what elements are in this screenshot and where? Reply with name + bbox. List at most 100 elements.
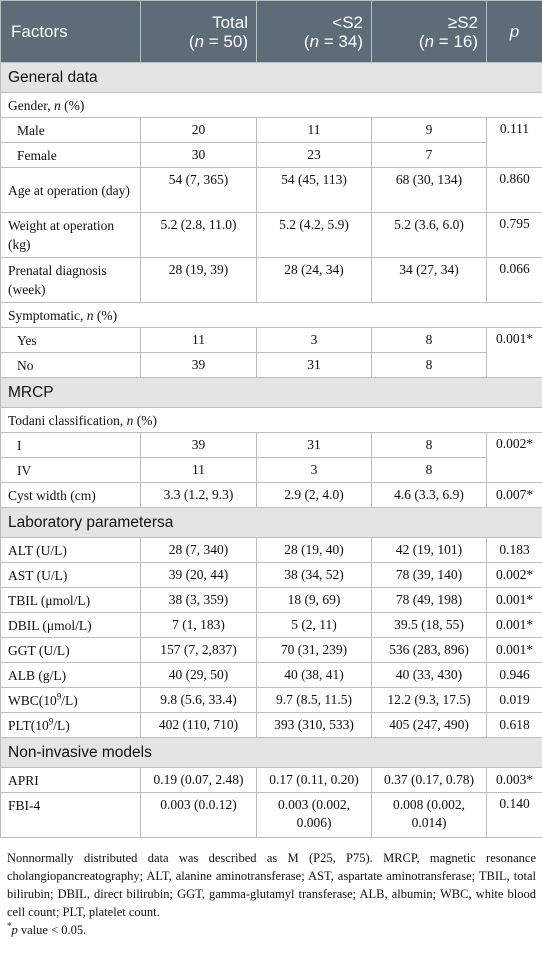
cell-p: 0.111 [486, 117, 542, 168]
table-row: GGT (U/L) 157 (7, 2,837) 70 (31, 239) 53… [0, 637, 542, 663]
header-p-value: p [486, 0, 542, 63]
header-ge-s2: ≥S2 (n = 16) [371, 0, 487, 63]
section-row: MRCP [0, 377, 542, 408]
table-row: Cyst width (cm) 3.3 (1.2, 9.3) 2.9 (2, 4… [0, 482, 542, 508]
row-label: GGT (U/L) [0, 637, 141, 663]
cell-p: 0.001* [486, 587, 542, 613]
section-laboratory: Laboratory parametersa [0, 507, 542, 538]
table-row: Todani classification, n (%) [0, 407, 542, 433]
table-row: IV 11 3 8 [0, 457, 542, 483]
table-row: Gender, n (%) [0, 92, 542, 118]
section-row: General data [0, 62, 542, 93]
cell-total: 3.3 (1.2, 9.3) [140, 482, 257, 508]
cell-total: 0.19 (0.07, 2.48) [140, 767, 257, 793]
cell-ge-s2: 536 (283, 896) [371, 637, 487, 663]
table-row: ALT (U/L) 28 (7, 340) 28 (19, 40) 42 (19… [0, 537, 542, 563]
cell-total: 9.8 (5.6, 33.4) [140, 687, 257, 713]
cell-ge-s2: 5.2 (3.6, 6.0) [371, 212, 487, 258]
row-label: APRI [0, 767, 141, 793]
significance-note: *p value < 0.05. [7, 920, 87, 937]
cell-p: 0.007* [486, 482, 542, 508]
cell-ge-s2: 8 [371, 327, 487, 353]
table-row: Male 20 11 9 0.111 [0, 117, 542, 168]
cell-ge-s2: 0.008 (0.002, 0.014) [371, 792, 487, 838]
cell-total: 7 (1, 183) [140, 612, 257, 638]
cell-p: 0.001* [486, 637, 542, 663]
row-label: Female [0, 142, 141, 168]
table-row: Symptomatic, n (%) [0, 302, 542, 328]
row-label: Cyst width (cm) [0, 482, 141, 508]
row-label: Prenatal diagnosis (week) [0, 257, 141, 303]
table-row: FBI-4 0.003 (0.0.12) 0.003 (0.002, 0.006… [0, 792, 542, 838]
cell-p: 0.019 [486, 687, 542, 713]
cell-lt-s2: 3 [256, 457, 372, 483]
cell-p: 0.946 [486, 662, 542, 688]
cell-total: 39 (20, 44) [140, 562, 257, 588]
cell-total: 28 (19, 39) [140, 257, 257, 303]
row-label: DBIL (μmol/L) [0, 612, 141, 638]
cell-total: 402 (110, 710) [140, 712, 257, 738]
table-row: APRI 0.19 (0.07, 2.48) 0.17 (0.11, 0.20)… [0, 767, 542, 793]
header-less-than-s2: <S2 (n = 34) [256, 0, 372, 63]
cell-total: 5.2 (2.8, 11.0) [140, 212, 257, 258]
cell-total: 20 [140, 117, 257, 143]
row-label-plt: PLT(109/L) [0, 712, 141, 738]
row-label: IV [0, 457, 141, 483]
cell-lt-s2: 28 (24, 34) [256, 257, 372, 303]
cell-total: 39 [140, 432, 257, 458]
header-row: Factors Total (n = 50) <S2 (n = 34) ≥S2 (n … [0, 0, 542, 63]
cell-p: 0.002* [486, 562, 542, 588]
table-row: TBIL (μmol/L) 38 (3, 359) 18 (9, 69) 78 … [0, 587, 542, 613]
row-label: ALT (U/L) [0, 537, 141, 563]
cell-lt-s2: 9.7 (8.5, 11.5) [256, 687, 372, 713]
row-label: I [0, 432, 141, 458]
cell-ge-s2: 78 (39, 140) [371, 562, 487, 588]
cell-ge-s2: 0.37 (0.17, 0.78) [371, 767, 487, 793]
cell-total: 11 [140, 327, 257, 353]
cell-ge-s2: 4.6 (3.3, 6.9) [371, 482, 487, 508]
table-row: Prenatal diagnosis (week) 28 (19, 39) 28… [0, 257, 542, 303]
cell-ge-s2: 42 (19, 101) [371, 537, 487, 563]
cell-ge-s2: 40 (33, 430) [371, 662, 487, 688]
section-mrcp: MRCP [0, 377, 542, 408]
cell-lt-s2: 70 (31, 239) [256, 637, 372, 663]
table-footnotes: Nonnormally distributed data was describ… [7, 849, 536, 939]
cell-total: 38 (3, 359) [140, 587, 257, 613]
cell-total: 39 [140, 352, 257, 378]
cell-p: 0.001* [486, 327, 542, 378]
cell-ge-s2: 8 [371, 352, 487, 378]
table-row: I 39 31 8 0.002* [0, 432, 542, 483]
cell-lt-s2: 2.9 (2, 4.0) [256, 482, 372, 508]
cell-ge-s2: 78 (49, 198) [371, 587, 487, 613]
table-row: Weight at operation (kg) 5.2 (2.8, 11.0)… [0, 212, 542, 258]
table-row: PLT(109/L) 402 (110, 710) 393 (310, 533)… [0, 712, 542, 738]
table-row: DBIL (μmol/L) 7 (1, 183) 5 (2, 11) 39.5 … [0, 612, 542, 638]
abbreviation-note: Nonnormally distributed data was describ… [7, 851, 536, 919]
table-row: No 39 31 8 [0, 352, 542, 378]
row-label: Age at operation (day) [0, 167, 141, 213]
cell-p: 0.795 [486, 212, 542, 258]
cell-p: 0.001* [486, 612, 542, 638]
table-row: WBC(109/L) 9.8 (5.6, 33.4) 9.7 (8.5, 11.… [0, 687, 542, 713]
cell-lt-s2: 54 (45, 113) [256, 167, 372, 213]
cell-ge-s2: 8 [371, 457, 487, 483]
cell-ge-s2: 7 [371, 142, 487, 168]
baseline-characteristics-table: Factors Total (n = 50) <S2 (n = 34) ≥S2 (n … [0, 0, 542, 838]
cell-p: 0.002* [486, 432, 542, 483]
cell-ge-s2: 405 (247, 490) [371, 712, 487, 738]
cell-total: 54 (7, 365) [140, 167, 257, 213]
row-label-wbc: WBC(109/L) [0, 687, 141, 713]
section-general-data: General data [0, 62, 542, 93]
cell-total: 11 [140, 457, 257, 483]
cell-p: 0.003* [486, 767, 542, 793]
row-label: Male [0, 117, 141, 143]
row-label: TBIL (μmol/L) [0, 587, 141, 613]
section-row: Non-invasive models [0, 737, 542, 768]
cell-ge-s2: 34 (27, 34) [371, 257, 487, 303]
row-label: FBI-4 [0, 792, 141, 838]
cell-lt-s2: 40 (38, 41) [256, 662, 372, 688]
cell-lt-s2: 31 [256, 352, 372, 378]
cell-lt-s2: 3 [256, 327, 372, 353]
section-row: Laboratory parametersa [0, 507, 542, 538]
cell-lt-s2: 18 (9, 69) [256, 587, 372, 613]
